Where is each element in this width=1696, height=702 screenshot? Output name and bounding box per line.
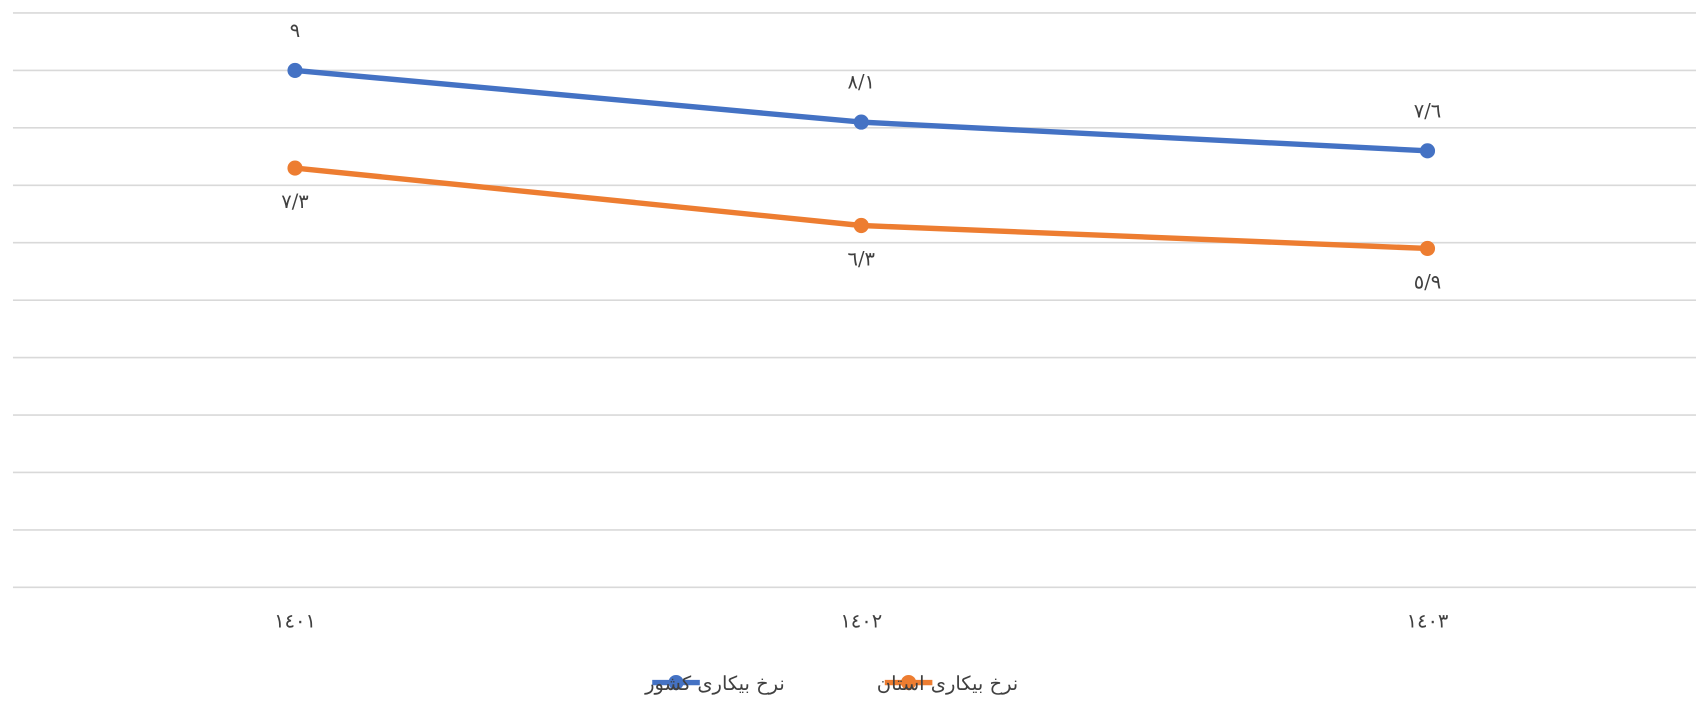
data-label: ٧/٦ (1414, 99, 1441, 122)
point (287, 160, 303, 176)
data-label: ٨/١ (848, 71, 875, 94)
legend-label: نرخ بیکاری کشور (644, 672, 785, 695)
point (1419, 240, 1436, 257)
data-label: ٧/٣ (281, 190, 308, 213)
point (287, 62, 303, 78)
x-tick-label: ١٤٠٢ (840, 609, 882, 632)
point (853, 217, 869, 234)
data-label: ٦/٣ (848, 248, 875, 271)
data-label: ٥/٩ (1414, 271, 1441, 294)
legend-marker (668, 674, 684, 691)
x-tick-label: ١٤٠١ (274, 609, 316, 632)
legend-marker (901, 674, 917, 691)
data-label: ٩ (290, 19, 300, 42)
point (1419, 143, 1436, 159)
legend-label: نرخ بیکاری استان (877, 672, 1018, 695)
x-tick-label: ١٤٠٣ (1407, 609, 1449, 632)
series-line (294, 165, 1428, 252)
point (853, 114, 869, 130)
